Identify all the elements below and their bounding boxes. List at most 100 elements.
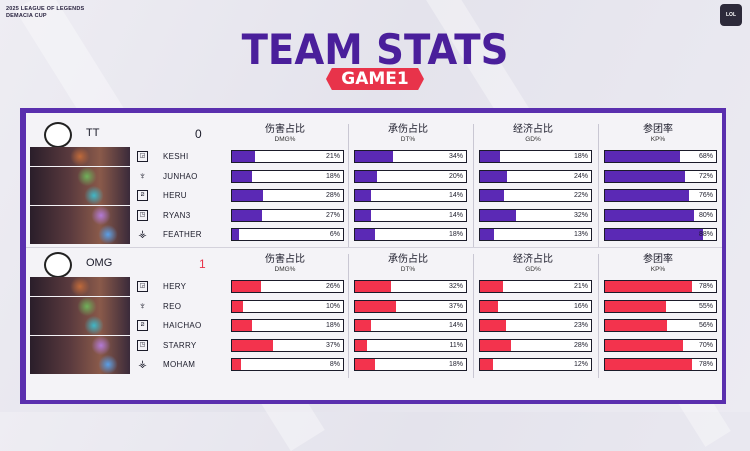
stat-value: 78%: [698, 361, 713, 368]
team-logo-tt: [44, 122, 72, 148]
stat-bar-fill: [480, 190, 505, 201]
stat-bar-dt: 32%: [354, 280, 467, 293]
stat-value: 37%: [448, 302, 463, 310]
page-title: TEAM STATS: [241, 25, 509, 74]
stat-value: 24%: [573, 172, 588, 180]
jungle-icon: ♆: [138, 170, 147, 182]
player-name: FEATHER: [163, 230, 202, 239]
column-header-cn: 伤害占比: [265, 124, 305, 135]
event-label: 2025 LEAGUE OF LEGENDS DEMACIA CUP: [6, 6, 84, 20]
column-header-dt: 承伤占比 DT%: [353, 254, 463, 274]
column-header-gd: 经济占比 GD%: [478, 254, 588, 274]
stat-bar-fill: [355, 209, 371, 221]
stat-bar-dmg: 18%: [231, 319, 344, 332]
stat-value: 8%: [329, 361, 340, 368]
column-separator: [598, 254, 599, 378]
stat-bar-fill: [480, 281, 504, 292]
stat-bar-gd: 16%: [479, 299, 592, 313]
stat-value: 68%: [698, 153, 713, 160]
player-name: JUNHAO: [163, 171, 198, 181]
column-header-en: GD%: [525, 136, 541, 143]
stat-bar-fill: [480, 170, 507, 182]
column-header-cn: 参团率: [643, 124, 673, 135]
column-header-cn: 承伤占比: [388, 254, 428, 265]
stat-bar-fill: [355, 229, 375, 240]
stat-bar-fill: [355, 190, 371, 201]
champion-glow: [98, 225, 118, 244]
stat-value: 18%: [448, 361, 463, 368]
stat-bar-fill: [232, 190, 264, 201]
stat-bar-fill: [355, 359, 375, 370]
stat-bar-fill: [232, 209, 262, 221]
column-header-en: DT%: [400, 136, 416, 143]
column-header-dmg: 伤害占比 DMG%: [230, 254, 340, 274]
champion-splash: [30, 355, 130, 374]
stat-value: 26%: [325, 283, 340, 290]
champion-glow: [70, 147, 90, 166]
stat-value: 6%: [329, 231, 340, 238]
stat-value: 34%: [448, 153, 463, 160]
stat-bar-gd: 18%: [479, 150, 592, 163]
support-icon: ⚶: [138, 359, 147, 370]
stat-bar-dmg: 28%: [231, 189, 344, 202]
stat-bar-dt: 18%: [354, 358, 467, 371]
champion-glow: [91, 335, 111, 355]
stat-bar-fill: [355, 320, 371, 331]
champion-glow: [91, 205, 111, 225]
stat-bar-dt: 20%: [354, 169, 467, 183]
stat-bar-fill: [480, 151, 500, 162]
player-name: HERU: [163, 191, 187, 200]
stat-value: 16%: [573, 302, 588, 310]
stat-bar-dt: 11%: [354, 338, 467, 352]
column-header-cn: 伤害占比: [265, 254, 305, 265]
stat-value: 12%: [573, 361, 588, 368]
stat-bar-dmg: 37%: [231, 338, 344, 352]
champion-splash: [30, 316, 130, 335]
stat-bar-dmg: 8%: [231, 358, 344, 371]
mid-icon: ⧄: [137, 190, 148, 201]
stat-bar-fill: [605, 339, 683, 351]
stat-bar-fill: [480, 229, 495, 240]
stat-value: 27%: [325, 211, 340, 219]
stat-value: 37%: [325, 341, 340, 349]
team-name: TT: [86, 127, 100, 139]
stat-bar-gd: 32%: [479, 208, 592, 222]
stat-bar-dt: 14%: [354, 208, 467, 222]
champion-splash: [30, 296, 130, 316]
stat-bar-fill: [232, 359, 241, 370]
stat-value: 22%: [573, 192, 588, 199]
column-header-cn: 经济占比: [513, 124, 553, 135]
stat-bar-gd: 12%: [479, 358, 592, 371]
stat-value: 72%: [698, 172, 713, 180]
column-separator: [473, 124, 474, 248]
stat-bar-fill: [355, 281, 391, 292]
column-header-cn: 经济占比: [513, 254, 553, 265]
stat-bar-dt: 14%: [354, 319, 467, 332]
stat-bar-fill: [605, 320, 668, 331]
column-header-kp: 参团率 KP%: [603, 254, 713, 274]
stat-bar-fill: [605, 281, 692, 292]
stat-value: 11%: [449, 341, 464, 349]
stat-bar-fill: [605, 229, 703, 240]
stat-bar-dmg: 10%: [231, 299, 344, 313]
column-separator: [348, 254, 349, 378]
champion-glow: [84, 186, 104, 205]
champion-glow: [98, 355, 118, 374]
stat-bar-fill: [605, 209, 694, 221]
stat-bar-fill: [355, 300, 397, 312]
column-separator: [473, 254, 474, 378]
champion-splash: [30, 147, 130, 166]
champion-glow: [84, 316, 104, 335]
stat-bar-fill: [232, 229, 239, 240]
stat-value: 76%: [698, 192, 713, 199]
stat-bar-kp: 55%: [604, 299, 717, 313]
champion-splash: [30, 277, 130, 296]
stat-bar-dt: 18%: [354, 228, 467, 241]
tournament-logo: LOL: [720, 4, 742, 26]
team-score: 1: [199, 257, 206, 271]
column-header-en: DMG%: [274, 266, 296, 273]
stat-bar-fill: [480, 339, 512, 351]
stat-bar-fill: [232, 151, 256, 162]
column-separator: [598, 124, 599, 248]
stat-bar-dmg: 6%: [231, 228, 344, 241]
